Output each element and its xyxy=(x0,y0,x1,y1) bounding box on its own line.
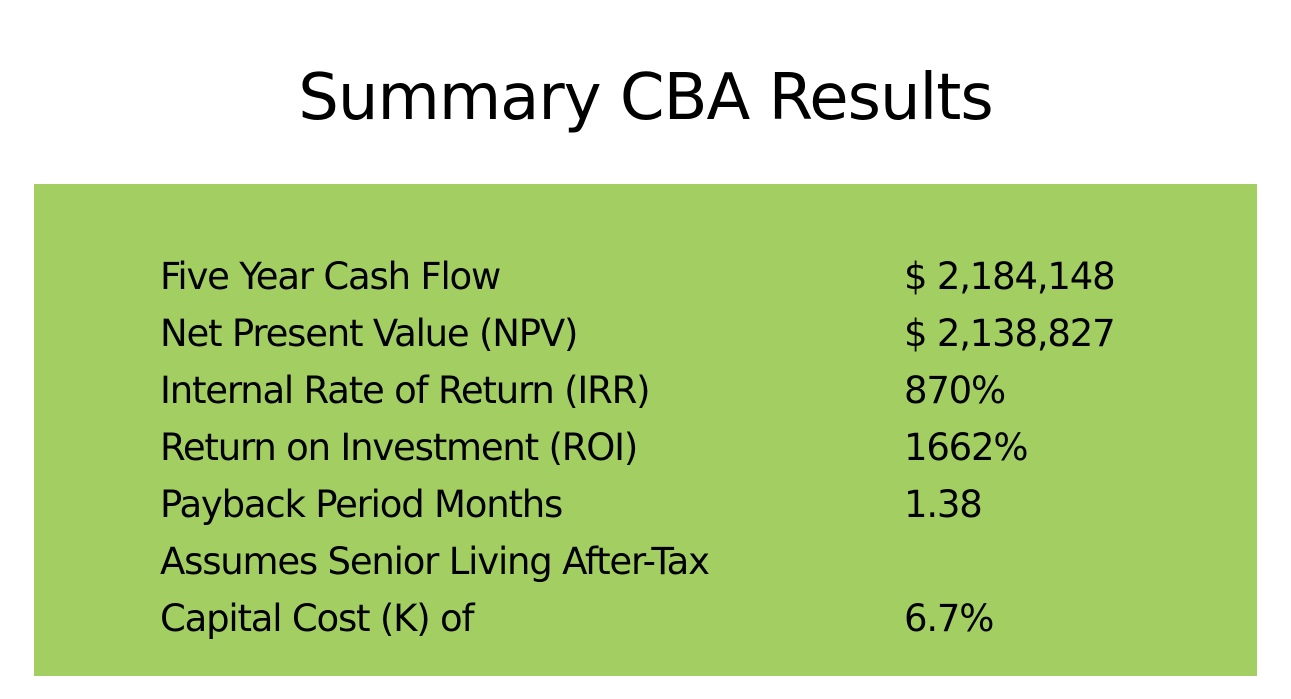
results-list: Five Year Cash Flow $ 2,184,148 Net Pres… xyxy=(160,248,1220,647)
page-title: Summary CBA Results xyxy=(298,61,993,135)
metric-label: Net Present Value (NPV) xyxy=(160,312,578,355)
metric-label: Payback Period Months xyxy=(160,483,563,526)
metric-value: $ 2,138,827 xyxy=(904,312,1116,355)
metric-label: Assumes Senior Living After-Tax xyxy=(160,540,710,583)
metric-label: Return on Investment (ROI) xyxy=(160,426,638,469)
list-item: Internal Rate of Return (IRR) 870% xyxy=(160,362,1220,419)
metric-value: 1662% xyxy=(904,426,1029,469)
results-panel: Five Year Cash Flow $ 2,184,148 Net Pres… xyxy=(34,184,1257,676)
list-item: Assumes Senior Living After-Tax xyxy=(160,533,1220,590)
metric-value: $ 2,184,148 xyxy=(904,255,1116,298)
metric-value: 1.38 xyxy=(904,483,983,526)
metric-label: Five Year Cash Flow xyxy=(160,255,501,298)
metric-label: Capital Cost (K) of xyxy=(160,597,474,640)
list-item: Five Year Cash Flow $ 2,184,148 xyxy=(160,248,1220,305)
metric-value: 6.7% xyxy=(904,597,994,640)
list-item: Net Present Value (NPV) $ 2,138,827 xyxy=(160,305,1220,362)
metric-value: 870% xyxy=(904,369,1006,412)
list-item: Return on Investment (ROI) 1662% xyxy=(160,419,1220,476)
list-item: Payback Period Months 1.38 xyxy=(160,476,1220,533)
metric-label: Internal Rate of Return (IRR) xyxy=(160,369,651,412)
list-item: Capital Cost (K) of 6.7% xyxy=(160,590,1220,647)
